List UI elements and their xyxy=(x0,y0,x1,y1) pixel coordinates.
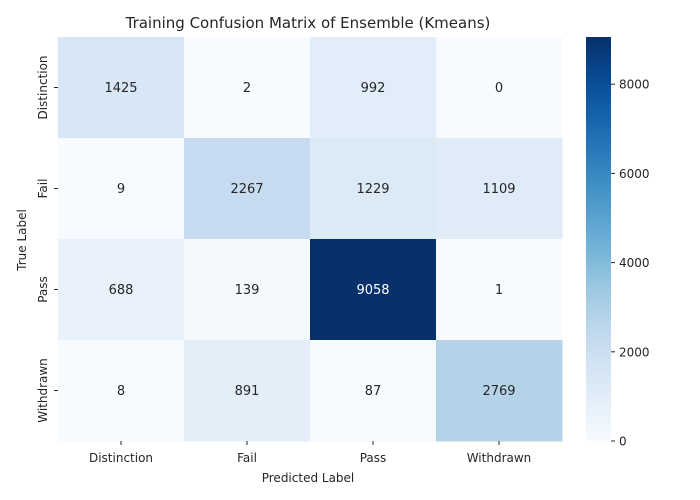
heatmap-cell xyxy=(184,138,311,240)
heatmap-cells xyxy=(58,37,563,442)
heatmap-cell xyxy=(310,37,437,139)
heatmap-cell xyxy=(436,37,563,139)
colorbar-tick-label: 0 xyxy=(619,435,627,449)
y-tick-label: Distinction xyxy=(36,55,50,119)
y-axis-label: True Label xyxy=(15,209,29,272)
heatmap-cell xyxy=(58,138,185,240)
cell-value-label: 891 xyxy=(235,384,260,399)
cell-value-label: 8 xyxy=(117,384,125,399)
cell-value-label: 1109 xyxy=(482,182,515,197)
heatmap-cell xyxy=(58,340,185,442)
heatmap-cell xyxy=(184,340,311,442)
colorbar-tick-label: 6000 xyxy=(619,167,650,181)
x-tick-label: Withdrawn xyxy=(467,451,532,465)
cell-value-label: 9 xyxy=(117,182,125,197)
x-axis-label: Predicted Label xyxy=(262,471,355,485)
cell-value-label: 9058 xyxy=(356,283,389,298)
cell-value-label: 1229 xyxy=(356,182,389,197)
x-tick-label: Pass xyxy=(360,451,387,465)
colorbar-ticks: 0 2000 4000 6000 8000 xyxy=(611,78,650,449)
colorbar xyxy=(586,37,611,441)
y-tick-label: Pass xyxy=(36,276,50,303)
chart-title: Training Confusion Matrix of Ensemble (K… xyxy=(125,14,491,32)
y-axis: Distinction Fail Pass Withdrawn xyxy=(36,55,58,423)
cell-value-label: 2 xyxy=(243,81,251,96)
heatmap-cell-labels: 1425 2 992 0 9 2267 1229 1109 688 139 9058 1 8 891 87 2… xyxy=(104,81,515,399)
heatmap-cell xyxy=(58,239,185,341)
x-axis: Distinction Fail Pass Withdrawn xyxy=(89,441,531,465)
x-tick-label: Distinction xyxy=(89,451,153,465)
colorbar-tick-label: 8000 xyxy=(619,78,650,92)
cell-value-label: 1 xyxy=(495,283,503,298)
heatmap-cell xyxy=(310,340,437,442)
cell-value-label: 2769 xyxy=(482,384,515,399)
cell-value-label: 1425 xyxy=(104,81,137,96)
y-tick-label: Withdrawn xyxy=(36,358,50,423)
cell-value-label: 992 xyxy=(361,81,386,96)
heatmap-cell xyxy=(436,138,563,240)
cell-value-label: 87 xyxy=(365,384,382,399)
cell-value-label: 688 xyxy=(109,283,134,298)
heatmap-cell xyxy=(436,340,563,442)
heatmap-cell xyxy=(58,37,185,139)
heatmap-cell xyxy=(310,239,437,341)
cell-value-label: 139 xyxy=(235,283,260,298)
y-tick-label: Fail xyxy=(36,179,50,199)
cell-value-label: 2267 xyxy=(230,182,263,197)
heatmap-cell xyxy=(184,37,311,139)
heatmap-cell xyxy=(436,239,563,341)
heatmap-cell xyxy=(310,138,437,240)
colorbar-tick-label: 4000 xyxy=(619,256,650,270)
colorbar-tick-label: 2000 xyxy=(619,345,650,359)
x-tick-label: Fail xyxy=(237,451,257,465)
heatmap-cell xyxy=(184,239,311,341)
cell-value-label: 0 xyxy=(495,81,503,96)
